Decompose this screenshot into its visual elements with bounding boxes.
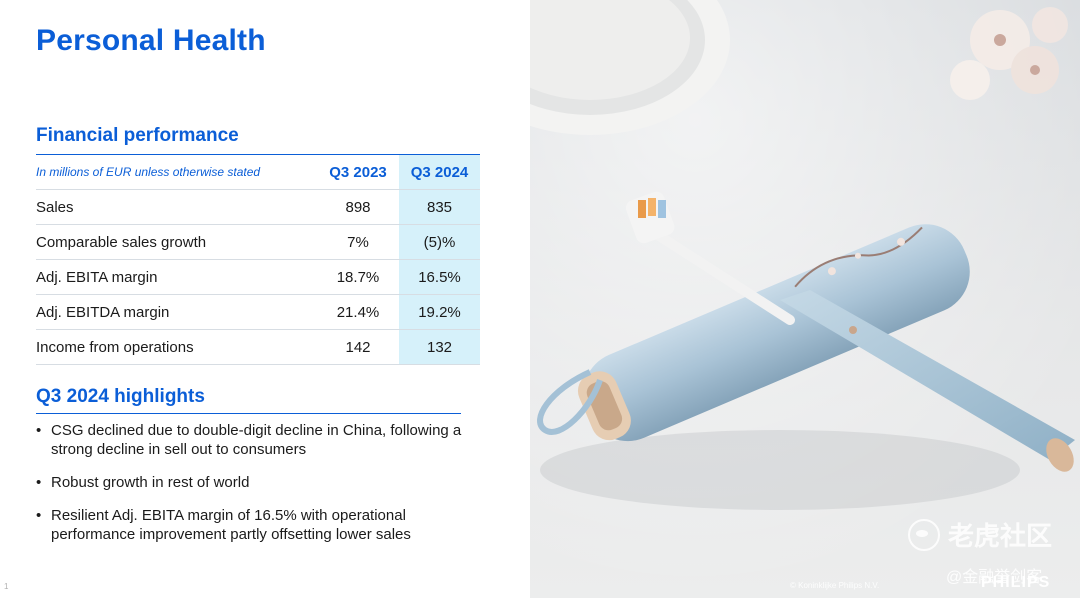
bullet-icon: •: [36, 474, 42, 491]
bullet-icon: •: [36, 507, 42, 524]
table-bottom-rule: [36, 364, 480, 365]
row-label: Income from operations: [36, 338, 194, 356]
table-row: Income from operations 142 132: [36, 329, 480, 364]
toothbrush-photo-illustration: [530, 0, 1080, 598]
table-note: In millions of EUR unless otherwise stat…: [36, 165, 261, 179]
product-photo: 老虎社区 @金融誉剑客 © Koninklijke Philips N.V. P…: [530, 0, 1080, 598]
cell-q3-2023: 898: [345, 198, 371, 216]
page-number: 1: [4, 582, 9, 591]
highlights-list: • CSG declined due to double-digit declin…: [36, 421, 476, 558]
slide-content: Personal Health Financial performance In…: [0, 0, 530, 598]
row-label: Sales: [36, 198, 74, 216]
column-header-q3-2023: Q3 2023: [329, 163, 387, 181]
highlight-text: Resilient Adj. EBITA margin of 16.5% wit…: [51, 507, 411, 543]
tiger-community-logo-icon: [908, 518, 940, 551]
watermark-sub: @金融誉剑客: [946, 569, 1043, 586]
financial-table: In millions of EUR unless otherwise stat…: [36, 155, 480, 365]
column-header-q3-2024: Q3 2024: [399, 155, 480, 189]
watermark-main: 老虎社区: [908, 516, 1052, 553]
table-row: Sales 898 835: [36, 189, 480, 224]
highlight-text: CSG declined due to double-digit decline…: [51, 422, 462, 458]
cell-q3-2024: 835: [399, 190, 480, 224]
financial-title-rule: [36, 154, 480, 155]
cell-q3-2023: 18.7%: [336, 268, 380, 286]
row-label: Adj. EBITA margin: [36, 268, 158, 286]
highlights-title-rule: [36, 413, 461, 414]
cell-q3-2024: 132: [399, 330, 480, 364]
table-header-row: In millions of EUR unless otherwise stat…: [36, 155, 480, 189]
cell-q3-2024: (5)%: [399, 225, 480, 259]
philips-logo: PHILIPS: [981, 574, 1051, 591]
highlights-title: Q3 2024 highlights: [36, 386, 205, 407]
cell-q3-2024: 19.2%: [399, 295, 480, 329]
highlight-text: Robust growth in rest of world: [51, 474, 250, 491]
bullet-icon: •: [36, 422, 42, 439]
financial-performance-title: Financial performance: [36, 125, 239, 146]
table-row: Adj. EBITDA margin 21.4% 19.2%: [36, 294, 480, 329]
table-row: Comparable sales growth 7% (5)%: [36, 224, 480, 259]
cell-q3-2024: 16.5%: [399, 260, 480, 294]
cell-q3-2023: 21.4%: [336, 303, 380, 321]
watermark-main-text: 老虎社区: [948, 521, 1053, 551]
highlight-item: • CSG declined due to double-digit declin…: [36, 421, 476, 459]
row-label: Comparable sales growth: [36, 233, 207, 251]
table-row: Adj. EBITA margin 18.7% 16.5%: [36, 259, 480, 294]
row-label: Adj. EBITDA margin: [36, 303, 170, 321]
highlight-item: • Robust growth in rest of world: [36, 473, 476, 492]
cell-q3-2023: 142: [345, 338, 371, 356]
highlight-item: • Resilient Adj. EBITA margin of 16.5% wi…: [36, 506, 476, 544]
slide-title: Personal Health: [36, 24, 266, 57]
copyright-notice: © Koninklijke Philips N.V.: [790, 581, 880, 590]
cell-q3-2023: 7%: [347, 233, 369, 251]
